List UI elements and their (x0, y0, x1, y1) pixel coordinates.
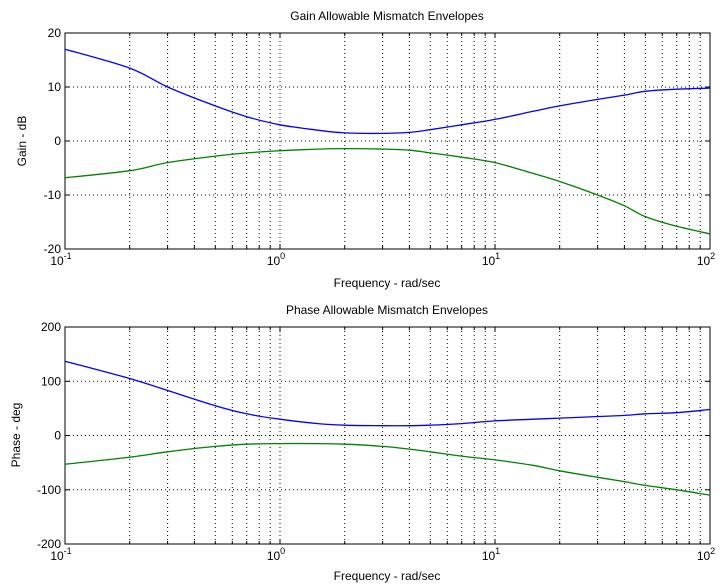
gain-series-group (64, 48, 711, 235)
phase-plot-title: Phase Allowable Mismatch Envelopes (286, 303, 488, 317)
phase-series-line-1 (64, 360, 711, 427)
phase-y-tick-label: -100 (37, 483, 61, 497)
x-tick-base: 10 (267, 254, 281, 268)
gain-plot-panel: Gain Allowable Mismatch Envelopes -20-10… (15, 9, 715, 290)
x-tick-base: 10 (697, 254, 711, 268)
phase-x-axis-label: Frequency - rad/sec (334, 569, 441, 583)
x-tick-base: 10 (482, 549, 496, 563)
x-tick-exponent: 0 (280, 251, 285, 261)
x-tick-exponent: 2 (710, 251, 715, 261)
phase-y-tick-label: 200 (41, 320, 61, 334)
phase-series-group (64, 360, 711, 496)
x-tick-exponent: 0 (280, 546, 285, 556)
x-tick-base: 10 (482, 254, 496, 268)
gain-plot-title: Gain Allowable Mismatch Envelopes (290, 9, 483, 23)
gain-grid (65, 33, 710, 249)
gain-x-tick-label: 101 (482, 251, 500, 268)
phase-x-ticks: 10-1 100 101 102 (50, 327, 715, 563)
phase-series-line-2 (64, 442, 711, 496)
gain-y-tick-label: 10 (48, 80, 62, 94)
gain-y-axis-label: Gain - dB (15, 116, 29, 167)
x-tick-exponent: 1 (495, 251, 500, 261)
gain-y-tick-label: -20 (44, 242, 62, 256)
phase-x-tick-label: 10-1 (50, 546, 71, 563)
x-tick-exponent: 2 (710, 546, 715, 556)
x-tick-exponent: -1 (64, 251, 72, 261)
gain-x-axis-label: Frequency - rad/sec (334, 276, 441, 290)
gain-x-tick-label: 102 (697, 251, 715, 268)
phase-plot-frame (64, 326, 711, 545)
x-tick-base: 10 (267, 549, 281, 563)
x-tick-exponent: -1 (64, 546, 72, 556)
phase-y-ticks: -200 -100 0 100 200 (37, 320, 710, 551)
x-tick-exponent: 1 (495, 546, 500, 556)
gain-x-tick-label: 10-1 (50, 251, 71, 268)
phase-x-tick-label: 102 (697, 546, 715, 563)
gain-series-line-1 (64, 48, 711, 135)
phase-x-tick-label: 100 (267, 546, 285, 563)
phase-grid (65, 327, 710, 544)
gain-plot-frame (64, 32, 711, 250)
phase-x-tick-label: 101 (482, 546, 500, 563)
phase-y-axis-label: Phase - deg (9, 403, 23, 468)
gain-x-tick-label: 100 (267, 251, 285, 268)
phase-plot-panel: Phase Allowable Mismatch Envelopes -200-… (9, 303, 715, 583)
gain-y-tick-label: 0 (54, 134, 61, 148)
phase-y-tick-label: 0 (54, 429, 61, 443)
x-tick-base: 10 (697, 549, 711, 563)
phase-y-tick-label: -200 (37, 537, 61, 551)
gain-y-ticks: -20 -10 0 10 20 (44, 26, 710, 256)
gain-series-line-2 (64, 147, 711, 235)
x-tick-base: 10 (50, 549, 64, 563)
phase-y-tick-label: 100 (41, 374, 61, 388)
gain-x-ticks: 10-1 100 101 102 (50, 33, 715, 268)
gain-y-tick-label: -10 (44, 188, 62, 202)
gain-y-tick-label: 20 (48, 26, 62, 40)
x-tick-base: 10 (50, 254, 64, 268)
